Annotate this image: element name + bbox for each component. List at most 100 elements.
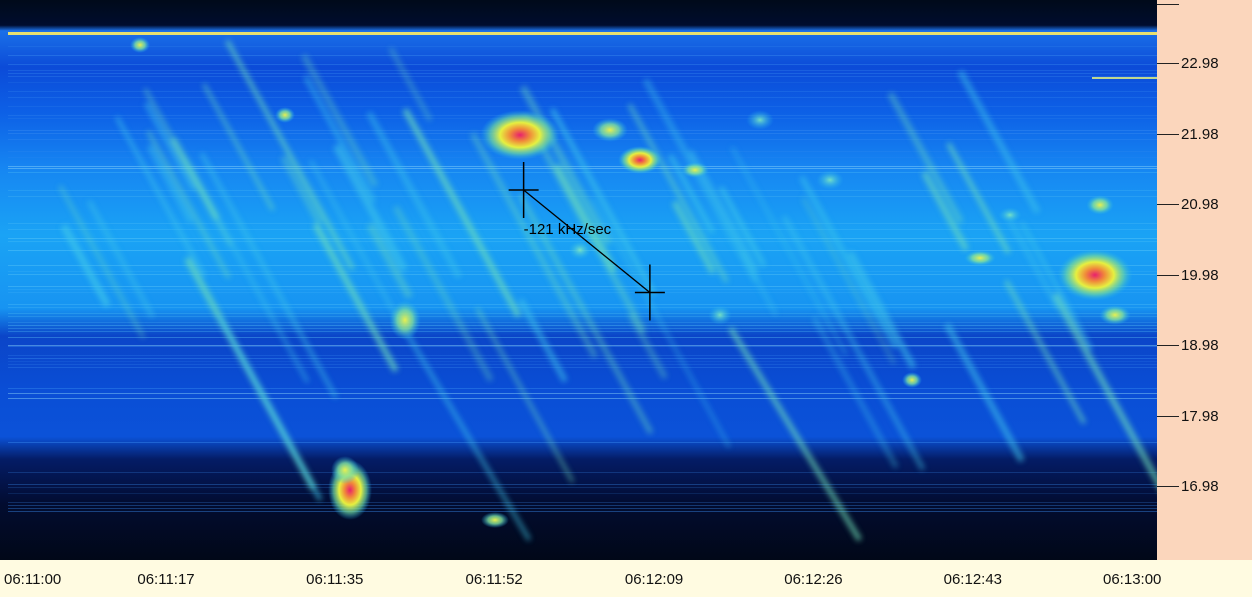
- signal-streak: [144, 101, 196, 192]
- noise-line: [8, 472, 1157, 473]
- spectrogram-plot: -121 kHz/sec: [0, 0, 1157, 560]
- noise-line: [8, 398, 1157, 399]
- noise-line: [8, 442, 1157, 443]
- noise-line: [8, 118, 1157, 119]
- x-tick-label: 06:11:52: [465, 571, 523, 588]
- signal-streak: [146, 144, 194, 224]
- signal-streak: [404, 332, 532, 542]
- signal-streak: [366, 111, 462, 279]
- noise-line: [8, 172, 1157, 173]
- signal-spot: [1086, 195, 1114, 215]
- signal-streak: [470, 132, 598, 359]
- signal-spot: [902, 372, 922, 388]
- y-tick-mark: [1157, 486, 1179, 487]
- signal-streak: [799, 175, 898, 349]
- signal-streak: [199, 152, 338, 399]
- y-tick-mark: [1157, 63, 1179, 64]
- signal-streak: [280, 155, 323, 225]
- signal-spot: [389, 300, 421, 340]
- signal-spot: [275, 107, 295, 123]
- x-tick-label: 06:11:00: [4, 571, 62, 588]
- noise-line: [8, 345, 1157, 346]
- signal-spot: [816, 170, 844, 190]
- signal-streak: [217, 315, 323, 501]
- noise-line: [8, 289, 1157, 290]
- noise-line: [8, 393, 1157, 394]
- noise-line: [8, 367, 1157, 368]
- signal-streak: [728, 326, 862, 542]
- signal-spots: [130, 37, 1133, 528]
- noise-line: [8, 97, 1157, 98]
- noise-line: [8, 361, 1157, 362]
- y-tick-mark: [1157, 204, 1179, 205]
- signal-streak: [312, 223, 399, 373]
- y-tick-label: 20.98: [1181, 196, 1219, 213]
- signal-streak: [87, 200, 155, 318]
- signal-streak: [811, 316, 899, 469]
- y-tick-mark: [1157, 345, 1179, 346]
- noise-line: [8, 508, 1157, 509]
- signal-streak: [517, 193, 654, 435]
- signal-streak: [1052, 292, 1157, 487]
- signal-streak: [730, 146, 848, 356]
- signal-streak: [303, 75, 376, 203]
- x-tick-label: 06:11:17: [137, 571, 195, 588]
- signal-streak: [1020, 222, 1093, 351]
- time-axis: 06:11:00 06:11:17 06:11:35 06:11:52 06:12:09…: [0, 560, 1252, 597]
- noise-line: [8, 46, 1157, 47]
- signal-streak: [550, 107, 657, 296]
- noise-line: [8, 157, 1157, 158]
- signal-streak: [169, 136, 220, 221]
- y-tick-mark-top: [1157, 4, 1179, 5]
- y-tick-label: 21.98: [1181, 125, 1219, 143]
- noise-line: [8, 355, 1157, 356]
- signal-streaks: [58, 39, 1157, 542]
- signal-streak: [591, 197, 731, 448]
- noise-line: [8, 91, 1157, 92]
- signal-streak: [627, 103, 729, 283]
- signal-streak: [60, 224, 111, 308]
- y-tick: 21.98: [1157, 124, 1252, 144]
- signal-streak: [1006, 217, 1060, 309]
- signal-streak: [957, 69, 1041, 214]
- signal-streak: [781, 215, 926, 471]
- signal-streak: [402, 108, 522, 318]
- noise-line: [8, 322, 1157, 323]
- signal-spot: [481, 512, 509, 528]
- y-tick-label: 16.98: [1181, 478, 1219, 495]
- y-tick: 17.98: [1157, 406, 1252, 426]
- signal-streak: [642, 78, 760, 283]
- y-tick-mark: [1157, 133, 1179, 135]
- noise-line: [8, 346, 1157, 347]
- x-tick-label: 06:11:35: [306, 571, 364, 588]
- y-tick-mark: [1157, 415, 1179, 417]
- signal-streak: [301, 53, 378, 188]
- y-tick-label: 18.98: [1181, 337, 1219, 354]
- marker-start: [508, 162, 539, 218]
- noise-line: [8, 82, 1157, 83]
- signal-streak: [801, 197, 896, 365]
- signal-streak: [667, 153, 716, 234]
- signal-streak: [1004, 279, 1087, 425]
- noise-line: [8, 316, 1157, 317]
- noise-line: [8, 229, 1157, 230]
- y-tick-label: 22.98: [1181, 55, 1219, 72]
- noise-line: [8, 286, 1157, 287]
- signal-spot: [331, 456, 359, 484]
- signal-spot: [998, 207, 1022, 223]
- y-tick: 16.98: [1157, 476, 1252, 496]
- noise-line: [8, 76, 1157, 77]
- noise-line: [8, 502, 1157, 503]
- signal-streak: [553, 164, 618, 273]
- signal-spot: [964, 250, 996, 266]
- noise-line: [8, 70, 1157, 71]
- signal-streak: [393, 205, 494, 382]
- x-tick-label: 06:12:09: [624, 571, 684, 588]
- signal-streak: [202, 83, 275, 211]
- signal-streak: [887, 92, 964, 224]
- signal-streak: [944, 322, 1025, 463]
- spectrogram-background: [0, 0, 1157, 560]
- noise-line: [8, 151, 1157, 152]
- signal-streak: [627, 312, 668, 380]
- signal-spot: [746, 110, 774, 130]
